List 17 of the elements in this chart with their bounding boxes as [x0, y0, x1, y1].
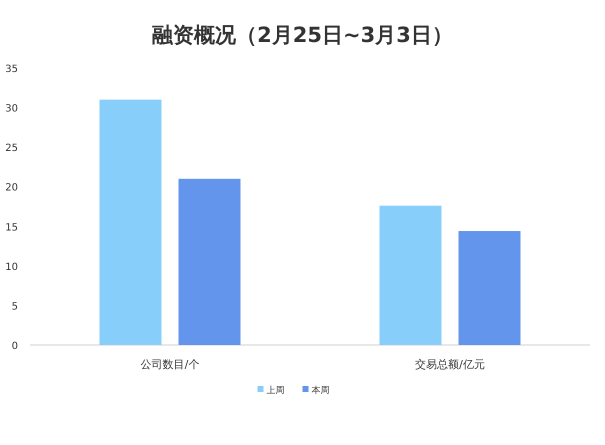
x-tick-label: 交易总额/亿元 [415, 358, 485, 371]
bar [100, 100, 162, 345]
y-tick-label: 0 [12, 341, 18, 352]
bar [380, 206, 442, 345]
y-tick-label: 25 [5, 143, 18, 154]
y-tick-label: 20 [5, 182, 18, 194]
y-tick-label: 15 [5, 222, 18, 234]
y-tick-label: 35 [5, 64, 18, 75]
bar [178, 178, 240, 345]
y-tick-label: 5 [12, 301, 18, 312]
y-tick-label: 30 [5, 104, 18, 115]
bar [458, 231, 520, 345]
x-tick-label: 公司数目/个 [140, 358, 200, 371]
legend-label: 上周 [266, 385, 284, 396]
chart-title: 融资概况（2月25日~3月3日） [152, 23, 453, 47]
y-tick-label: 10 [5, 262, 18, 273]
legend-label: 本周 [312, 385, 330, 396]
